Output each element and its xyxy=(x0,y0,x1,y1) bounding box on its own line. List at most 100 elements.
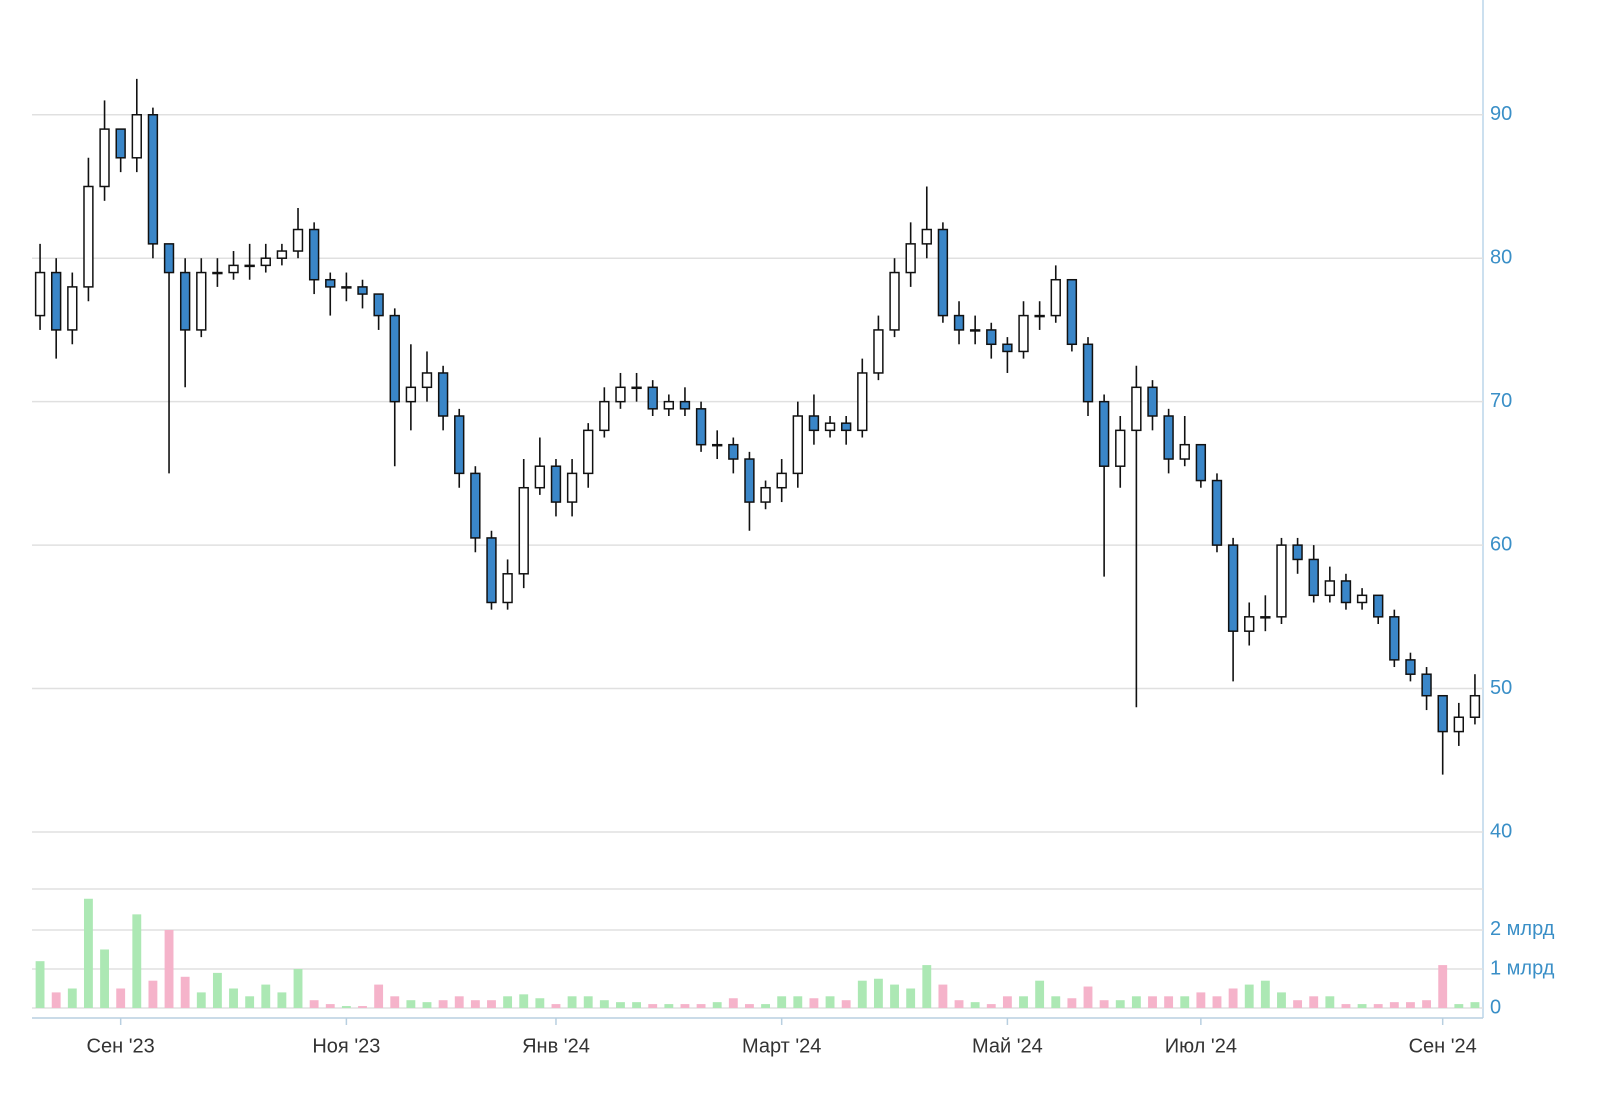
volume-bar xyxy=(1470,1002,1480,1008)
volume-bar xyxy=(938,984,948,1008)
candle-body xyxy=(1437,694,1448,733)
candle-body xyxy=(67,286,78,331)
candle-body xyxy=(1050,278,1061,317)
y-tick-label: 70 xyxy=(1490,390,1512,412)
candle-body xyxy=(1131,386,1142,432)
candle-body xyxy=(728,443,739,460)
volume-bar xyxy=(857,980,867,1008)
volume-bar xyxy=(1260,980,1270,1008)
candle-body xyxy=(1034,314,1045,318)
candle-body xyxy=(308,228,320,281)
volume-bar xyxy=(873,978,883,1008)
volume-bar xyxy=(83,898,93,1008)
candle-body xyxy=(1179,443,1190,460)
candle-body xyxy=(1082,343,1094,403)
volume-bar xyxy=(1325,996,1335,1008)
candle-body xyxy=(1356,594,1368,604)
candle-body xyxy=(583,429,594,475)
volume-bar xyxy=(954,1000,964,1008)
volume-bar xyxy=(680,1004,690,1008)
candle-body xyxy=(1163,415,1174,460)
volume-bar xyxy=(196,992,206,1008)
volume-bar xyxy=(809,998,819,1008)
volume-bar xyxy=(1228,988,1238,1008)
volume-bar xyxy=(422,1002,432,1008)
volume-bar xyxy=(793,996,803,1008)
volume-bar xyxy=(1002,996,1012,1008)
x-tick-label: Янв '24 xyxy=(522,1035,590,1057)
candle-body xyxy=(663,400,675,410)
volume-bar xyxy=(100,949,109,1008)
volume-bar xyxy=(1180,996,1190,1008)
candle-body xyxy=(1421,673,1432,697)
volume-bar xyxy=(1422,1000,1432,1008)
volume-bar xyxy=(1051,996,1061,1008)
volume-bar xyxy=(922,965,932,1008)
volume-bar xyxy=(1293,1000,1303,1008)
volume-bar xyxy=(745,1004,754,1008)
volume-bar xyxy=(1067,998,1077,1008)
x-tick-label: Май '24 xyxy=(972,1035,1043,1057)
candle-body xyxy=(1340,580,1352,604)
candle-body xyxy=(1389,616,1400,661)
candle-body xyxy=(857,372,868,432)
volume-bar xyxy=(212,972,222,1008)
candle-body xyxy=(905,243,916,274)
candle-body xyxy=(421,372,433,389)
x-tick-label: Март '24 xyxy=(742,1035,821,1057)
candle-body xyxy=(1292,544,1303,561)
volume-bar xyxy=(148,980,158,1008)
volume-bar xyxy=(1083,986,1093,1008)
candle-body xyxy=(437,372,449,417)
volume-bar xyxy=(567,996,577,1008)
volume-bar xyxy=(229,988,238,1008)
volume-bar xyxy=(1196,992,1206,1008)
volume-bar xyxy=(1131,996,1141,1008)
volume-bar xyxy=(1019,996,1028,1008)
volume-bar xyxy=(374,984,384,1008)
candle-body xyxy=(808,415,820,432)
volume-bar xyxy=(970,1002,980,1008)
candle-body xyxy=(873,329,884,374)
volume-bar xyxy=(551,1004,561,1008)
y-tick-label: 1 млрд xyxy=(1490,957,1555,979)
candle-body xyxy=(1308,558,1319,597)
candle-body xyxy=(228,264,239,274)
candle-body xyxy=(341,286,352,289)
candle-body xyxy=(357,286,368,295)
volume-bar xyxy=(1115,1000,1125,1008)
volume-bar xyxy=(438,1000,448,1008)
candle-body xyxy=(969,329,981,332)
volume-bar xyxy=(164,929,174,1008)
candle-body xyxy=(1405,659,1416,675)
candle-body xyxy=(1453,716,1465,733)
candle-body xyxy=(744,458,755,503)
candle-body xyxy=(986,329,997,346)
candle-body xyxy=(1260,616,1271,619)
volume-bar xyxy=(1035,980,1045,1008)
candle-body xyxy=(325,278,336,288)
candle-body xyxy=(131,114,142,159)
volume-bar xyxy=(358,1006,367,1008)
volume-bar xyxy=(1212,996,1222,1008)
volume-bar xyxy=(406,1000,416,1008)
volume-bar xyxy=(51,992,61,1008)
candle-body xyxy=(373,293,384,317)
volume-bar xyxy=(1309,996,1319,1008)
volume-bar xyxy=(890,984,899,1008)
candle-body xyxy=(1066,278,1078,346)
volume-bar xyxy=(841,1000,851,1008)
y-tick-label: 90 xyxy=(1490,103,1512,125)
volume-bar xyxy=(309,1000,319,1008)
volume-bar xyxy=(1357,1004,1367,1008)
candle-body xyxy=(454,415,465,475)
volume-bar xyxy=(632,1002,642,1008)
volume-bar xyxy=(35,961,45,1008)
volume-bar xyxy=(1099,1000,1109,1008)
candle-body xyxy=(276,250,288,259)
candle-body xyxy=(1227,544,1239,632)
volume-bar xyxy=(519,994,529,1008)
candle-body xyxy=(179,271,191,331)
